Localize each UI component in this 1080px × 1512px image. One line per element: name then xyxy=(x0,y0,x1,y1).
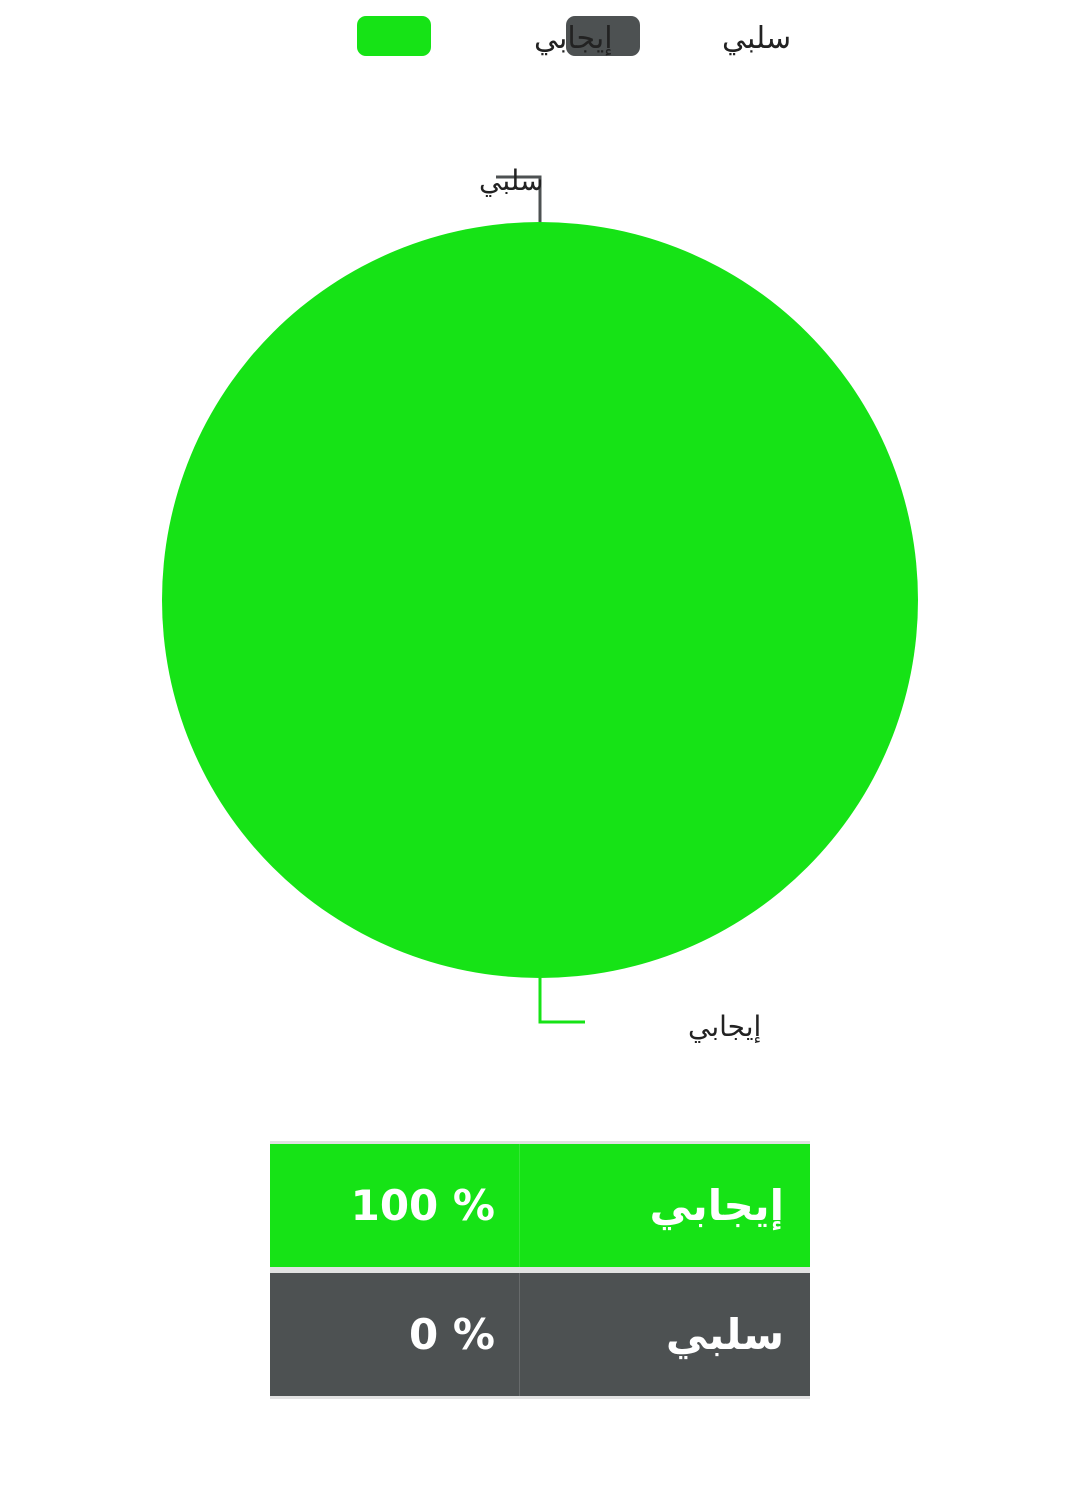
summary-table: إيجابي 100 % سلبي 0 % xyxy=(270,1141,810,1399)
table-value-unit: % xyxy=(453,1310,495,1359)
table-value-number: 100 xyxy=(351,1181,439,1230)
table-value-number: 0 xyxy=(409,1310,438,1359)
callout-label-negative: سلبي xyxy=(479,164,544,197)
callout-negative: سلبي xyxy=(479,164,544,222)
legend-swatch-positive[interactable] xyxy=(357,16,431,56)
callout-line-positive xyxy=(540,978,585,1022)
pie-slices xyxy=(162,222,918,978)
legend-label-negative[interactable]: سلبي xyxy=(722,21,791,56)
pie-chart: سلبي إيجابي سلبي إيجابي xyxy=(0,0,1080,1110)
legend: سلبي إيجابي xyxy=(357,16,791,56)
table-cell-value: 0 % xyxy=(270,1270,520,1398)
pie-slice-positive[interactable] xyxy=(162,222,918,978)
callout-positive: إيجابي xyxy=(540,978,761,1043)
table-cell-label: سلبي xyxy=(520,1270,811,1398)
legend-label-positive[interactable]: إيجابي xyxy=(534,21,613,56)
table-cell-value: 100 % xyxy=(270,1143,520,1271)
table-value-unit: % xyxy=(453,1181,495,1230)
table-cell-label: إيجابي xyxy=(520,1143,811,1271)
table-row-negative: سلبي 0 % xyxy=(270,1270,810,1398)
table-row-positive: إيجابي 100 % xyxy=(270,1143,810,1271)
callout-label-positive: إيجابي xyxy=(688,1010,761,1043)
